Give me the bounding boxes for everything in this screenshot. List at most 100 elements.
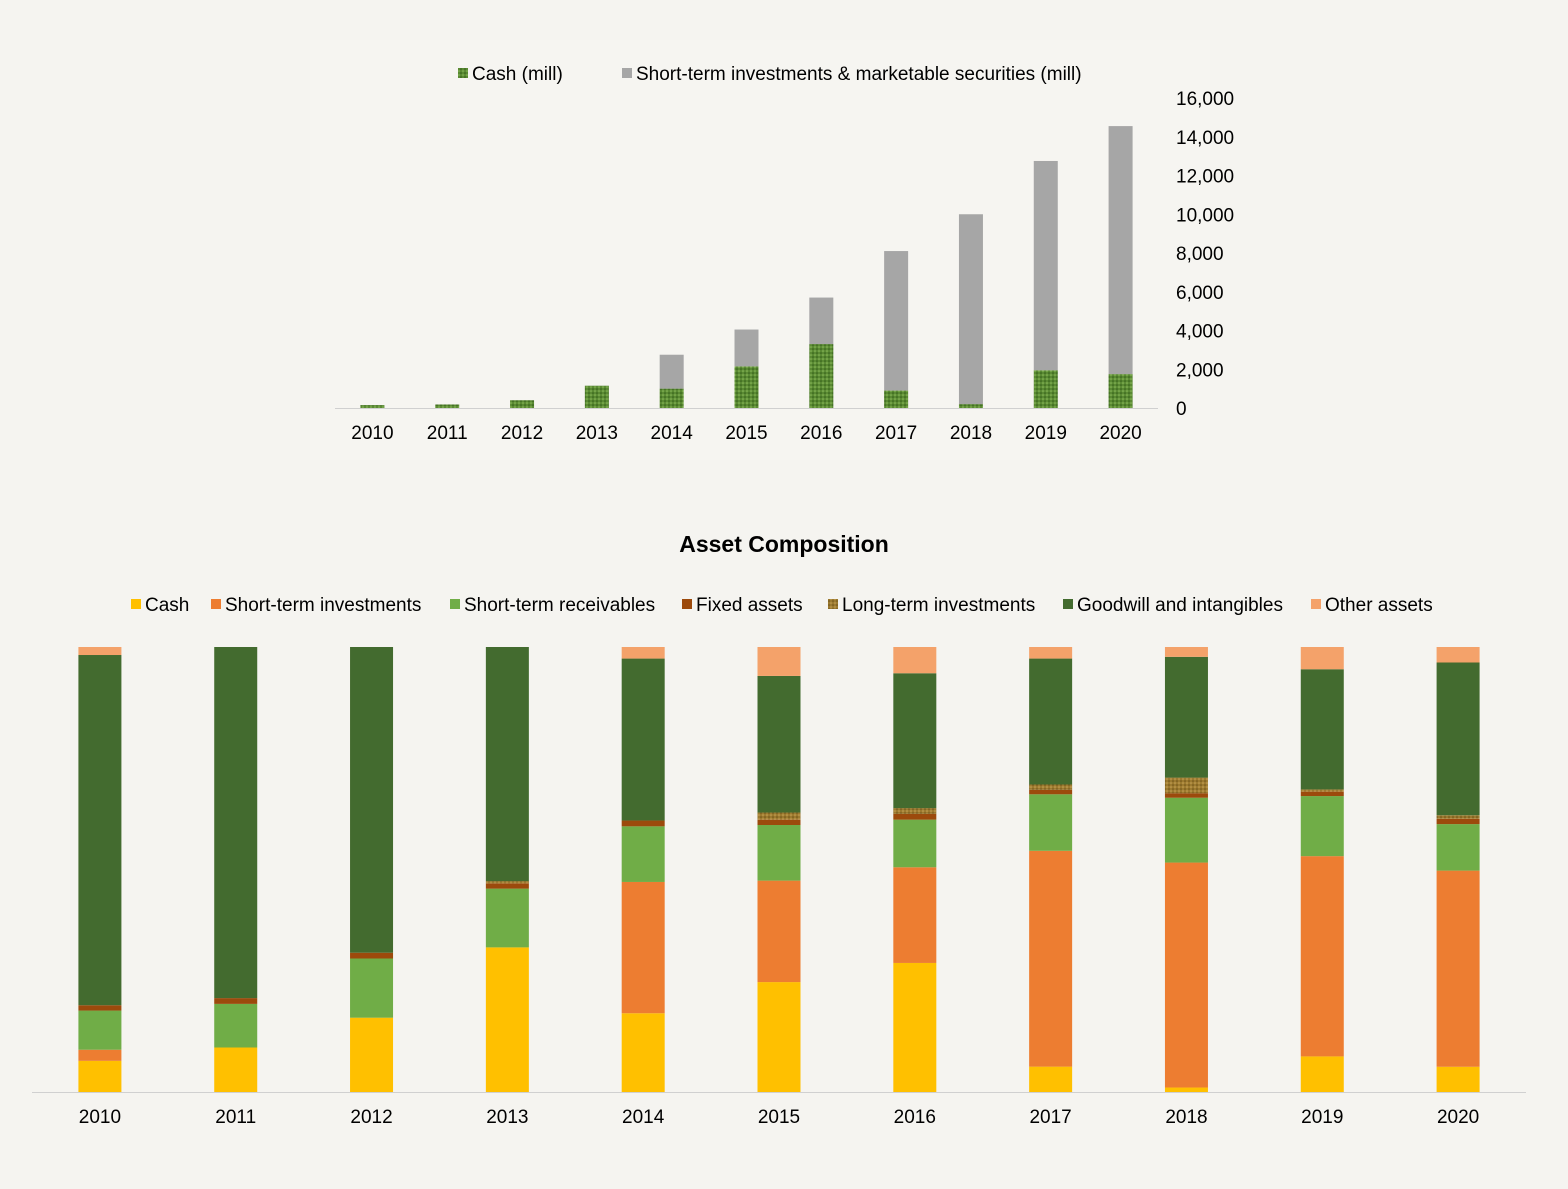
bar-short-term-investments-marketable-securities-mill-2018: [958, 214, 983, 405]
bar-other-assets-2017: [1029, 647, 1073, 659]
bar-short-term-investments-2019: [1300, 856, 1344, 1057]
bar-cash-2012: [350, 1017, 394, 1092]
bar-fixed-assets-2016: [893, 813, 937, 820]
x-tick-label: 2020: [1437, 1107, 1479, 1128]
bar-fixed-assets-2020: [1436, 818, 1480, 825]
bar-other-assets-2010: [78, 647, 122, 656]
legend-swatch-long-term-investments: [828, 599, 838, 609]
legend-swatch-short-term-receivables: [450, 599, 460, 609]
legend-swatch-goodwill-and-intangibles: [1063, 599, 1073, 609]
bar-short-term-receivables-2020: [1436, 824, 1480, 871]
bar-goodwill-and-intangibles-2010: [78, 655, 122, 1006]
y-tick-label: 8,000: [1176, 244, 1224, 265]
bar-long-term-investments-2017: [1029, 784, 1073, 790]
bar-short-term-receivables-2017: [1029, 794, 1073, 851]
bar-short-term-investments-marketable-securities-mill-2019: [1033, 160, 1058, 371]
bar-cash-2017: [1029, 1066, 1073, 1092]
bar-cash-mill-2011: [435, 404, 460, 408]
legend-label: Long-term investments: [842, 595, 1035, 616]
x-tick-label: 2011: [215, 1107, 256, 1128]
bar-cash-2016: [893, 962, 937, 1092]
x-tick-label: 2013: [486, 1107, 528, 1128]
x-tick-label: 2015: [725, 423, 767, 444]
legend-label: Short-term receivables: [464, 595, 655, 616]
bar-fixed-assets-2012: [350, 952, 394, 959]
bar-cash-2010: [78, 1060, 122, 1092]
bar-short-term-investments-2010: [78, 1049, 122, 1061]
bar-cash-mill-2015: [734, 366, 759, 408]
bar-goodwill-and-intangibles-2012: [350, 647, 394, 953]
bar-cash-mill-2013: [584, 385, 609, 408]
bar-short-term-investments-2016: [893, 867, 937, 963]
bar-cash-mill-2017: [884, 390, 909, 408]
bar-goodwill-and-intangibles-2016: [893, 673, 937, 809]
bar-short-term-investments-2020: [1436, 870, 1480, 1067]
bar-short-term-receivables-2018: [1164, 797, 1208, 863]
legend-label: Other assets: [1325, 595, 1433, 616]
x-tick-label: 2014: [651, 423, 694, 444]
bar-other-assets-2020: [1436, 647, 1480, 663]
bar-cash-2014: [621, 1013, 665, 1092]
bar-goodwill-and-intangibles-2013: [485, 647, 529, 882]
x-tick-label: 2020: [1099, 423, 1141, 444]
y-tick-label: 10,000: [1176, 205, 1234, 226]
bar-short-term-investments-2017: [1029, 850, 1073, 1067]
x-tick-label: 2013: [576, 423, 618, 444]
bar-short-term-receivables-2014: [621, 826, 665, 882]
bar-other-assets-2015: [757, 647, 801, 676]
legend-swatch-short-term-investments: [211, 599, 221, 609]
x-tick-label: 2012: [501, 423, 543, 444]
legend-label: Short-term investments & marketable secu…: [636, 64, 1082, 85]
bar-cash-2015: [757, 982, 801, 1092]
bar-goodwill-and-intangibles-2019: [1300, 669, 1344, 790]
bar-goodwill-and-intangibles-2020: [1436, 662, 1480, 816]
bar-cash-2020: [1436, 1066, 1480, 1092]
bar-other-assets-2019: [1300, 647, 1344, 670]
legend-swatch-cash: [131, 599, 141, 609]
bar-fixed-assets-2010: [78, 1005, 122, 1011]
cash-investments-chart: 0 2,000 4,000 6,000 8,000 10,000 12,000 14,000 1…: [335, 64, 1234, 444]
legend-label: Goodwill and intangibles: [1077, 595, 1283, 616]
legend-swatch-fixed-assets: [682, 599, 692, 609]
bar-goodwill-and-intangibles-2015: [757, 675, 801, 813]
bar-short-term-investments-marketable-securities-mill-2020: [1108, 126, 1133, 375]
bar-goodwill-and-intangibles-2014: [621, 658, 665, 821]
bar-cash-mill-2020: [1108, 374, 1133, 408]
bar-short-term-receivables-2016: [893, 819, 937, 868]
x-tick-label: 2017: [875, 423, 917, 444]
x-tick-label: 2018: [950, 423, 992, 444]
x-tick-label: 2015: [758, 1107, 800, 1128]
y-tick-label: 2,000: [1176, 360, 1224, 381]
bar-short-term-investments-marketable-securities-mill-2016: [809, 297, 834, 345]
bar-cash-mill-2014: [659, 388, 684, 408]
y-tick-label: 4,000: [1176, 322, 1224, 343]
bar-fixed-assets-2014: [621, 820, 665, 827]
x-tick-label: 2019: [1301, 1107, 1343, 1128]
bar-other-assets-2016: [893, 647, 937, 674]
legend-label: Fixed assets: [696, 595, 803, 616]
bar-fixed-assets-2018: [1164, 793, 1208, 798]
bar-short-term-receivables-2011: [214, 1003, 258, 1048]
bar-short-term-receivables-2015: [757, 825, 801, 881]
x-tick-label: 2019: [1025, 423, 1067, 444]
x-tick-label: 2018: [1165, 1107, 1207, 1128]
y-tick-label: 16,000: [1176, 89, 1234, 110]
legend-swatch-cash-mill: [458, 68, 468, 78]
bar-long-term-investments-2013: [485, 881, 529, 884]
bar-goodwill-and-intangibles-2018: [1164, 656, 1208, 778]
bar-long-term-investments-2016: [893, 808, 937, 814]
bar-short-term-investments-marketable-securities-mill-2017: [884, 251, 909, 391]
y-tick-label: 6,000: [1176, 283, 1224, 304]
bar-cash-2011: [214, 1047, 258, 1092]
bar-long-term-investments-2020: [1436, 815, 1480, 819]
legend-swatch-short-term-investments-marketable-securities-mill: [622, 68, 632, 78]
asset-composition-chart: Asset Composition Cash Short-term investme…: [32, 531, 1526, 1128]
bar-cash-mill-2012: [510, 400, 535, 408]
legend-label: Short-term investments: [225, 595, 421, 616]
x-tick-label: 2012: [350, 1107, 392, 1128]
bar-short-term-investments-marketable-securities-mill-2014: [659, 354, 684, 389]
x-tick-label: 2010: [79, 1107, 121, 1128]
bar-long-term-investments-2019: [1300, 789, 1344, 792]
legend-label: Cash (mill): [472, 64, 563, 85]
